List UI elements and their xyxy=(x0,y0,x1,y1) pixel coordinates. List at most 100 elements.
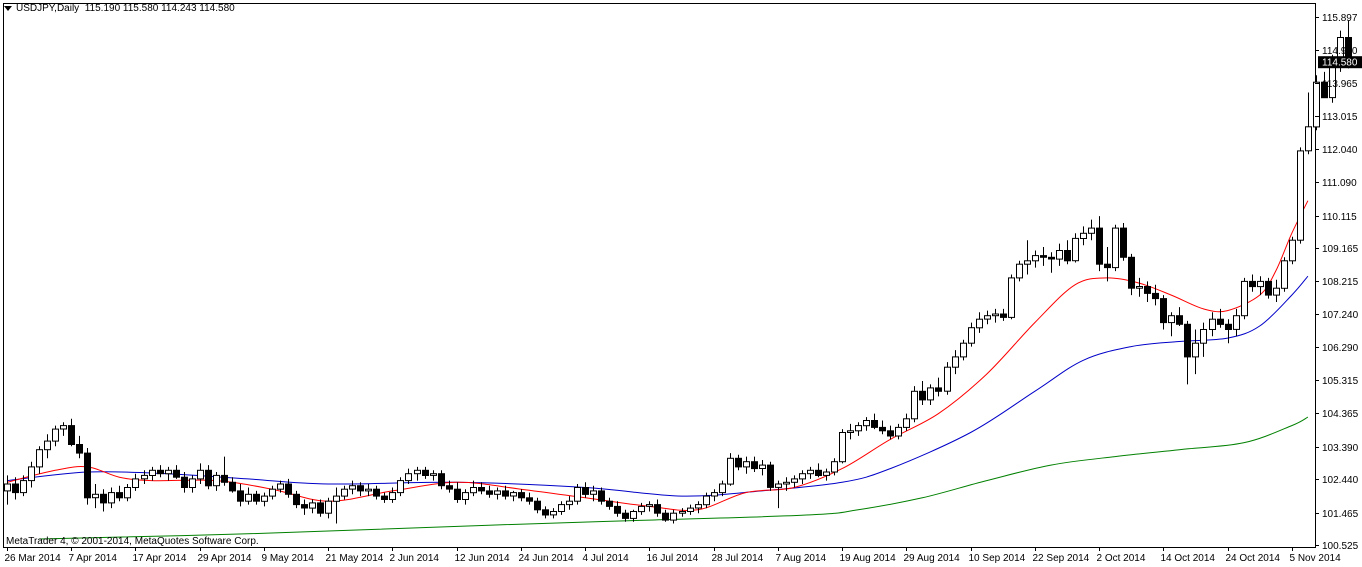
candle-body-bullish xyxy=(1305,126,1312,152)
candle-body-bearish xyxy=(1120,227,1127,258)
candle-body-bullish xyxy=(1241,280,1248,317)
candle-body-bullish xyxy=(550,511,557,516)
x-tick-label: 7 Aug 2014 xyxy=(776,553,827,564)
candle-body-bearish xyxy=(1144,286,1151,294)
candle-body-bullish xyxy=(141,474,148,480)
candle-body-bullish xyxy=(566,500,573,506)
candle xyxy=(397,477,404,497)
candle-body-bullish xyxy=(1168,315,1175,324)
candle xyxy=(526,492,533,505)
candle-body-bullish xyxy=(863,420,870,427)
candle-body-bearish xyxy=(486,490,493,495)
candle xyxy=(36,446,43,474)
dropdown-triangle-icon[interactable] xyxy=(4,5,12,11)
candle xyxy=(269,485,276,500)
candle xyxy=(454,482,461,503)
candle-body-bullish xyxy=(823,471,830,476)
candle xyxy=(831,458,838,476)
candle xyxy=(389,487,396,503)
candle xyxy=(1160,295,1167,330)
candle-body-bullish xyxy=(630,511,637,519)
time-axis: 26 Mar 2014 7 Apr 2014 17 Apr 2014 29 Apr 2… xyxy=(5,547,1342,564)
candle xyxy=(44,434,51,459)
candle xyxy=(1144,281,1151,302)
y-tick-label: 114.940 xyxy=(1322,46,1358,57)
candle-body-bullish xyxy=(149,469,156,476)
candle-body-bullish xyxy=(1136,286,1143,289)
candle xyxy=(815,463,822,478)
candle xyxy=(670,509,677,524)
candle-body-bullish xyxy=(839,432,846,463)
candle-body-bullish xyxy=(430,473,437,476)
x-tick-label: 12 Jun 2014 xyxy=(455,553,510,564)
x-tick-label: 28 Jul 2014 xyxy=(712,553,764,564)
candle-body-bearish xyxy=(654,504,661,514)
candle xyxy=(277,480,284,493)
candle xyxy=(197,463,204,484)
candle xyxy=(1104,247,1111,282)
candle-body-bullish xyxy=(799,473,806,480)
candle-body-bearish xyxy=(735,457,742,468)
candle xyxy=(84,448,91,505)
y-tick-label: 110.115 xyxy=(1322,212,1357,223)
candle xyxy=(847,423,854,440)
candle xyxy=(149,466,156,481)
candle xyxy=(349,480,356,495)
candle-body-bullish xyxy=(1056,250,1063,260)
candle-body-bearish xyxy=(935,387,942,392)
candle-body-bullish xyxy=(365,488,372,492)
x-tick-label: 17 Apr 2014 xyxy=(133,553,187,564)
candle-body-bearish xyxy=(1096,227,1103,265)
candle xyxy=(679,508,686,517)
candle xyxy=(1112,224,1119,272)
x-tick-label: 14 Oct 2014 xyxy=(1161,553,1216,564)
candle xyxy=(662,509,669,522)
x-tick-label: 5 Nov 2014 xyxy=(1290,553,1342,564)
x-tick-label: 24 Oct 2014 xyxy=(1226,553,1281,564)
candle xyxy=(1192,329,1199,375)
candle-body-bullish xyxy=(1192,342,1199,358)
candle-body-bullish xyxy=(976,318,983,329)
candle xyxy=(1000,308,1007,321)
candle xyxy=(1297,147,1304,244)
candle-body-bullish xyxy=(703,495,710,506)
candle-body-bullish xyxy=(1072,237,1079,262)
candle-body-bullish xyxy=(1080,232,1087,240)
x-tick-label: 7 Apr 2014 xyxy=(69,553,118,564)
candle-body-bullish xyxy=(28,466,35,482)
candle xyxy=(60,422,67,436)
y-tick-label: 112.040 xyxy=(1322,145,1358,156)
candle xyxy=(165,466,172,481)
candle xyxy=(703,492,710,509)
candle-body-bullish xyxy=(1024,260,1031,265)
candle-body-bullish xyxy=(687,507,694,513)
candle xyxy=(462,489,469,505)
candle-body-bearish xyxy=(1104,263,1111,269)
y-tick-label: 106.290 xyxy=(1322,343,1359,354)
candle xyxy=(911,386,918,423)
candle xyxy=(20,475,27,497)
chart-frame xyxy=(3,3,1316,548)
candle xyxy=(871,413,878,430)
candle-body-bearish xyxy=(919,390,926,401)
ohlc-readout: 115.190 115.580 114.243 114.580 xyxy=(84,3,235,14)
x-tick-label: 26 Mar 2014 xyxy=(5,553,62,564)
candle xyxy=(261,492,268,507)
candle-body-bullish xyxy=(36,449,43,468)
candle-body-bullish xyxy=(855,425,862,432)
y-tick-label: 108.215 xyxy=(1322,277,1359,288)
candle xyxy=(1257,276,1264,296)
candle-body-bullish xyxy=(277,483,284,490)
candle xyxy=(807,466,814,479)
candle-body-bullish xyxy=(711,492,718,497)
candle-body-bullish xyxy=(245,493,252,502)
candle xyxy=(229,477,236,493)
candle xyxy=(1225,319,1232,344)
candle-body-bullish xyxy=(695,504,702,509)
candle-body-bearish xyxy=(116,492,123,499)
candle-body-bullish xyxy=(719,483,726,494)
candle-body-bullish xyxy=(333,495,340,502)
candle xyxy=(1176,307,1183,326)
candle xyxy=(646,501,653,512)
